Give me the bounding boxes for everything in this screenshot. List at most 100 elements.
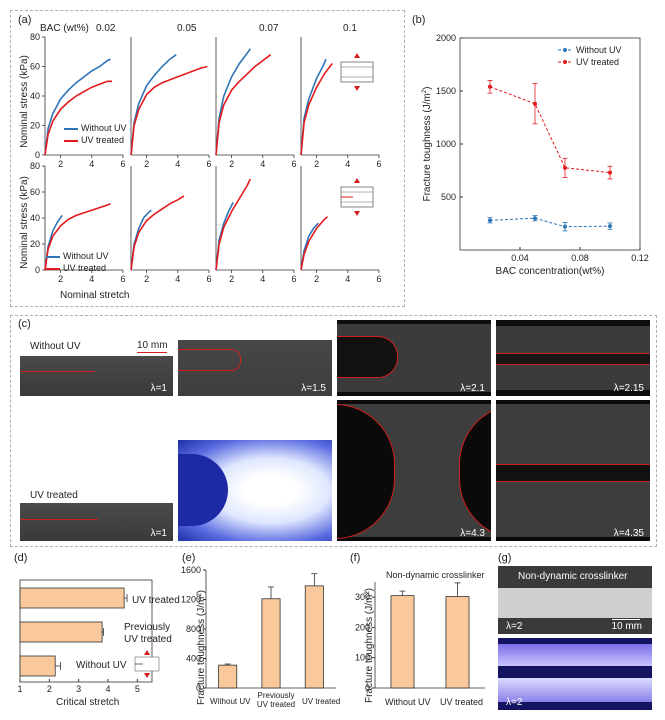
a-series-line [300, 58, 327, 156]
d-x-tick-label: 1 [17, 684, 22, 694]
a-x-tick-label: 4 [260, 159, 265, 169]
panel-b-label: (b) [412, 14, 426, 26]
e-bar [304, 585, 324, 689]
e-cat-2: UV treated [302, 697, 341, 706]
panel-c-frame [10, 315, 657, 547]
a-x-tick-label: 2 [144, 274, 149, 284]
d-x-tick-label: 2 [47, 684, 52, 694]
a-series-line [44, 80, 113, 156]
legend-without-uv: Without UV [63, 251, 109, 261]
d-bar [19, 621, 103, 643]
b-series-line [489, 217, 611, 228]
a-top-ylabel: Nominal stress (kPa) [18, 55, 30, 148]
a-y-tick-label: 60 [30, 62, 40, 72]
conc-3: 0.1 [343, 23, 357, 34]
a-y-tick-label: 0 [35, 150, 40, 160]
photo-row1-2: λ=1.5 [178, 340, 332, 396]
f-ylabel: Fracture toughness (J/m²) [364, 587, 376, 704]
panel-b-plot: 0.04 0.08 0.12 500 1000 1500 2000 BAC concentra… [422, 33, 649, 277]
b-x-tick-label: 0.08 [571, 253, 589, 263]
a-x-tick-label: 6 [120, 159, 125, 169]
e-cat-1: Previously UV treated [256, 691, 296, 709]
e-bar [261, 598, 281, 689]
g-stretch-bottom: λ=2 [506, 697, 523, 708]
b-legend-marker [563, 48, 567, 52]
f-y-tick-label: 200 [355, 622, 370, 632]
arrow-down-icon [354, 211, 360, 216]
photo-row2-1: λ=1 [20, 503, 173, 541]
e-y-tick-label: 400 [186, 654, 201, 664]
a-x-tick-label: 4 [345, 159, 350, 169]
d-cat-0: UV treated [132, 595, 180, 606]
row1-label: Without UV [30, 341, 81, 352]
a-x-tick-label: 2 [229, 274, 234, 284]
a-x-tick-label: 2 [229, 159, 234, 169]
b-plot-frame [459, 37, 641, 251]
b-data-point [533, 216, 537, 221]
conc-0: 0.02 [96, 23, 116, 34]
a-x-tick-label: 6 [206, 159, 211, 169]
panel-a-label: (a) [18, 14, 32, 26]
a-y-tick-label: 40 [30, 213, 40, 223]
a-x-tick-label: 4 [89, 274, 94, 284]
arrow-up-icon [354, 53, 360, 58]
a-series-line [215, 178, 252, 271]
panel-f-label: (f) [350, 552, 361, 564]
e-y-tick-label: 1600 [181, 565, 201, 575]
b-data-point [608, 224, 612, 229]
photo-row1-3: λ=2.1 [337, 320, 491, 396]
b-xlabel: BAC concentration(wt%) [496, 266, 605, 277]
stretch-label: λ=4.3 [460, 528, 485, 539]
photo-g-top: Non-dynamic crosslinker λ=2 10 mm [498, 566, 652, 634]
a-x-tick-label: 4 [175, 274, 180, 284]
b-legend-label: UV treated [576, 57, 619, 67]
a-y-tick-label: 20 [30, 121, 40, 131]
stretch-label: λ=2.1 [460, 383, 485, 394]
e-cat-0: Without UV [210, 697, 251, 706]
b-legend-marker [563, 60, 567, 64]
a-series-line [130, 54, 177, 156]
f-y-tick-label: 0 [365, 683, 370, 693]
panel-f-plot: 0 100 200 300 [355, 582, 485, 693]
a-x-tick-label: 6 [376, 274, 381, 284]
a-series-line [300, 216, 329, 271]
panel-a-frame [10, 10, 405, 307]
a-series-line [130, 195, 185, 271]
d-bar [19, 587, 125, 609]
a-bottom-legend: Without UV UV treated [46, 250, 109, 274]
g-scale-bar [612, 619, 640, 620]
f-cat-0: Without UV [385, 697, 431, 707]
stretch-label: λ=1 [150, 383, 167, 394]
panel-d-label: (d) [14, 552, 28, 564]
photo-row2-uv-glow [178, 440, 332, 541]
e-bar [218, 664, 238, 689]
photo-row2-2: λ=4.3 [337, 400, 491, 541]
b-data-point [488, 84, 492, 89]
a-series-line [215, 54, 272, 156]
e-y-tick-label: 800 [186, 624, 201, 634]
stretch-label: λ=1 [150, 528, 167, 539]
b-data-point [488, 218, 492, 223]
photo-row2-3: λ=4.35 [496, 400, 650, 541]
a-series-line [130, 65, 208, 156]
a-x-tick-label: 2 [314, 159, 319, 169]
b-data-point [608, 170, 612, 175]
b-y-tick-label: 1500 [436, 86, 456, 96]
scale-label-c: 10 mm [137, 340, 168, 351]
a-y-tick-label: 40 [30, 91, 40, 101]
arrow-down-icon [354, 86, 360, 91]
b-data-point [563, 224, 567, 229]
scale-bar-c [137, 352, 167, 353]
b-legend-label: Without UV [576, 45, 622, 55]
a-x-tick-label: 4 [345, 274, 350, 284]
conc-2: 0.07 [259, 23, 279, 34]
d-xlabel: Critical stretch [56, 697, 120, 708]
photo-g-bottom: λ=2 [498, 638, 652, 710]
legend-uv-treated: UV treated [63, 263, 107, 273]
legend-uv-treated: UV treated [81, 135, 125, 145]
a-y-tick-label: 20 [30, 239, 40, 249]
d-cat-1: Previously UV treated [124, 622, 172, 645]
a-top-legend: Without UV UV treated [64, 122, 127, 146]
